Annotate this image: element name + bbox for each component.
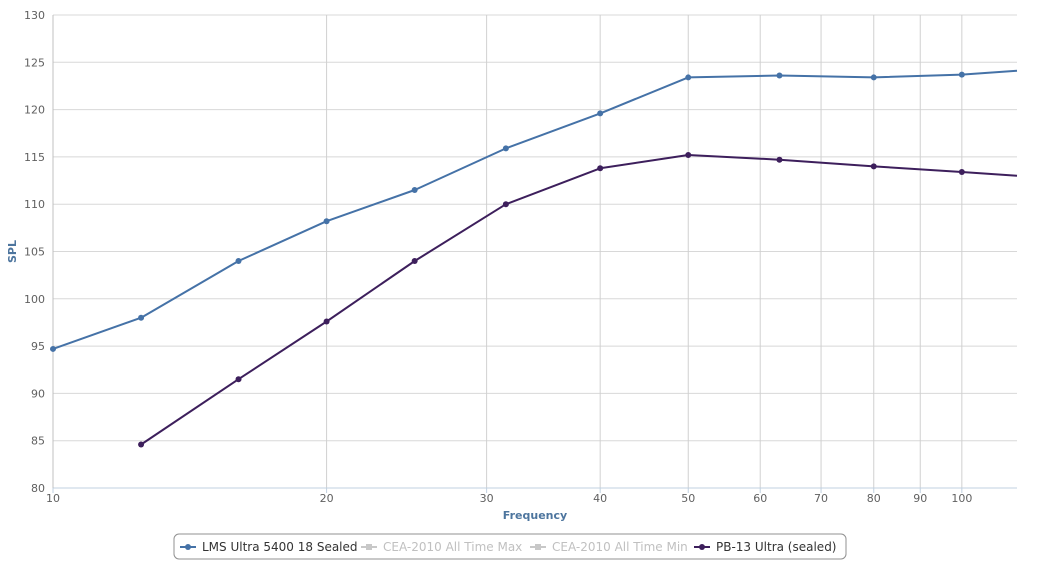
series-0 — [50, 69, 1018, 352]
data-point[interactable] — [138, 441, 145, 448]
y-tick-label: 120 — [24, 104, 45, 117]
legend-label: CEA-2010 All Time Max — [383, 540, 522, 554]
x-tick-label: 40 — [593, 492, 607, 505]
y-tick-label: 130 — [24, 9, 45, 22]
x-tick-label: 100 — [951, 492, 972, 505]
y-tick-label: 95 — [31, 340, 45, 353]
data-point[interactable] — [685, 74, 692, 81]
data-point[interactable] — [411, 257, 418, 264]
data-point[interactable] — [323, 318, 330, 325]
x-tick-label: 50 — [681, 492, 695, 505]
legend-square-marker — [535, 544, 541, 550]
data-point[interactable] — [870, 163, 877, 170]
y-tick-label: 85 — [31, 435, 45, 448]
legend-label: LMS Ultra 5400 18 Sealed — [202, 540, 358, 554]
legend-item[interactable]: CEA-2010 All Time Min — [530, 540, 688, 554]
legend-box — [173, 533, 847, 560]
x-tick-label: 70 — [814, 492, 828, 505]
x-axis-title: Frequency — [503, 509, 567, 522]
data-point[interactable] — [411, 187, 418, 194]
data-point[interactable] — [776, 72, 783, 79]
legend-point-marker — [185, 544, 191, 550]
x-tick-label: 20 — [320, 492, 334, 505]
y-tick-label: 90 — [31, 387, 45, 400]
legend-item[interactable]: LMS Ultra 5400 18 Sealed — [180, 540, 358, 554]
legend-item[interactable]: PB-13 Ultra (sealed) — [694, 540, 837, 554]
data-point[interactable] — [870, 74, 877, 81]
y-tick-label: 110 — [24, 198, 45, 211]
data-point[interactable] — [235, 257, 242, 264]
grid — [52, 14, 1017, 489]
legend-item[interactable]: CEA-2010 All Time Max — [361, 540, 522, 554]
data-point[interactable] — [50, 345, 56, 352]
data-point[interactable] — [597, 110, 604, 117]
y-tick-label: 115 — [24, 151, 45, 164]
data-point[interactable] — [776, 156, 783, 163]
y-tick-label: 125 — [24, 56, 45, 69]
legend-label: PB-13 Ultra (sealed) — [716, 540, 837, 554]
axes: 80 85 90 95 100 105 110 115 120 125 130 10 20 30 40 50 6… — [24, 9, 1017, 505]
data-point[interactable] — [502, 145, 509, 152]
x-tick-label: 90 — [913, 492, 927, 505]
x-tick-label: 10 — [46, 492, 60, 505]
y-tick-label: 100 — [24, 293, 45, 306]
y-tick-label: 80 — [31, 482, 45, 495]
data-point[interactable] — [138, 314, 145, 321]
data-point[interactable] — [323, 218, 330, 225]
legend-label: CEA-2010 All Time Min — [552, 540, 688, 554]
data-point[interactable] — [235, 376, 242, 383]
data-point[interactable] — [958, 71, 965, 78]
plot-area — [50, 69, 1018, 448]
legend-point-marker — [699, 544, 705, 550]
data-point[interactable] — [685, 152, 692, 159]
series-line[interactable] — [52, 69, 1018, 350]
data-point[interactable] — [502, 201, 509, 208]
series-3 — [138, 152, 1018, 448]
data-point[interactable] — [597, 165, 604, 172]
x-tick-label: 80 — [867, 492, 881, 505]
legend: LMS Ultra 5400 18 Sealed CEA-2010 All Tim… — [173, 533, 847, 560]
legend-square-marker — [366, 544, 372, 550]
data-point[interactable] — [958, 169, 965, 176]
x-tick-label: 60 — [753, 492, 767, 505]
y-tick-label: 105 — [24, 246, 45, 259]
y-axis-title: SPL — [6, 240, 19, 263]
x-tick-label: 30 — [480, 492, 494, 505]
series-line[interactable] — [140, 154, 1018, 446]
